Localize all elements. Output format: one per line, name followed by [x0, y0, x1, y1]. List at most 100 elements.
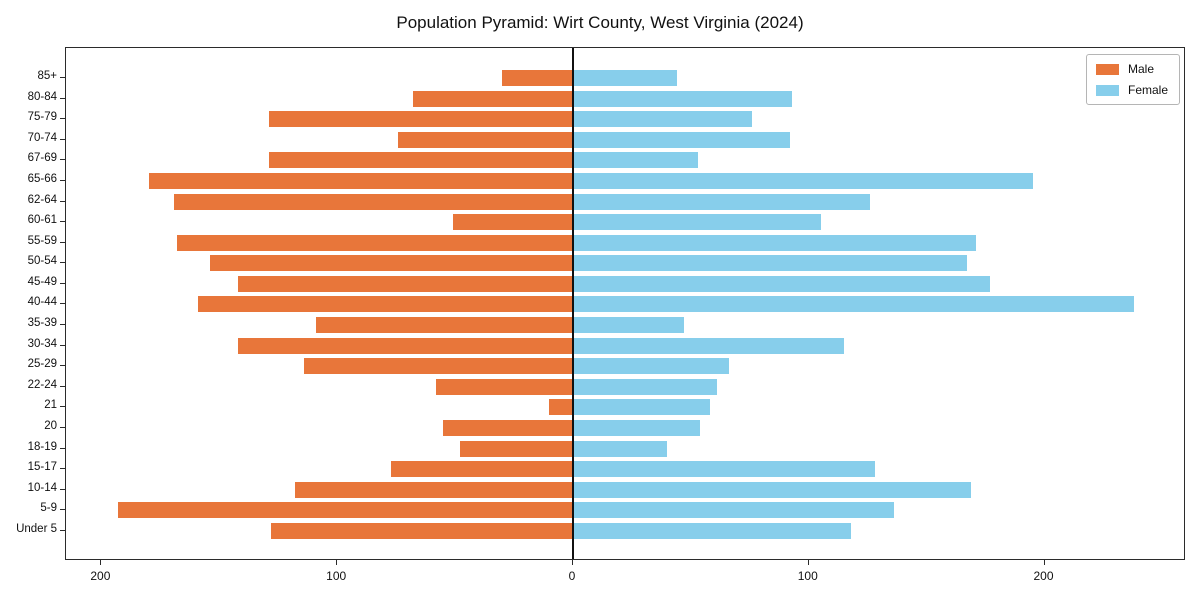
- female-bar: [572, 317, 684, 334]
- y-tick-label: 50-54: [27, 255, 57, 268]
- y-tick-mark: [60, 97, 65, 99]
- x-tick-label: 200: [90, 569, 111, 583]
- female-legend-label: Female: [1127, 83, 1168, 97]
- y-tick-mark: [60, 468, 65, 470]
- y-tick-mark: [60, 303, 65, 305]
- y-tick-label: 18-19: [27, 440, 57, 453]
- y-tick-label: 21: [44, 399, 57, 412]
- female-bar: [572, 296, 1135, 313]
- y-tick-label: 35-39: [27, 317, 57, 330]
- x-tick-label: 100: [326, 569, 347, 583]
- male-bar: [398, 131, 573, 148]
- y-tick-mark: [60, 509, 65, 511]
- female-bar: [572, 214, 821, 231]
- female-bar: [572, 131, 790, 148]
- y-tick-label: 55-59: [27, 234, 57, 247]
- y-tick-mark: [60, 262, 65, 264]
- y-tick-mark: [60, 447, 65, 449]
- female-bar: [572, 399, 710, 416]
- male-bar: [209, 255, 573, 272]
- y-tick-mark: [60, 77, 65, 78]
- y-tick-mark: [60, 138, 65, 140]
- y-tick-mark: [60, 221, 65, 223]
- male-bar: [502, 70, 573, 86]
- male-bar: [198, 296, 573, 313]
- x-tick-mark: [100, 560, 102, 565]
- y-tick-label: 67-69: [27, 152, 57, 165]
- y-tick-label: 30-34: [27, 337, 57, 350]
- y-tick-mark: [60, 427, 65, 429]
- male-bar: [117, 502, 573, 519]
- x-tick-mark: [571, 560, 573, 565]
- male-bar: [412, 90, 573, 107]
- male-bar: [174, 193, 573, 210]
- y-tick-mark: [60, 200, 65, 202]
- legend: Male Female: [1085, 54, 1180, 105]
- male-bar: [452, 214, 573, 231]
- male-bar: [304, 358, 573, 375]
- x-tick-mark: [807, 560, 809, 565]
- y-tick-label: 22-24: [27, 378, 57, 391]
- y-tick-label: 15-17: [27, 461, 57, 474]
- male-bar: [271, 522, 573, 539]
- x-tick-label: 100: [797, 569, 818, 583]
- zero-axis-line: [572, 48, 574, 559]
- y-tick-label: 75-79: [27, 111, 57, 124]
- male-bar: [549, 399, 573, 416]
- female-legend-swatch: [1095, 84, 1119, 96]
- female-bar: [572, 275, 991, 292]
- y-tick-label: 45-49: [27, 275, 57, 288]
- male-legend-label: Male: [1127, 62, 1154, 76]
- y-tick-mark: [60, 159, 65, 161]
- male-bar: [315, 317, 573, 334]
- chart-title: Population Pyramid: Wirt County, West Vi…: [396, 13, 804, 32]
- y-tick-mark: [60, 118, 65, 120]
- y-tick-label: 70-74: [27, 131, 57, 144]
- y-tick-mark: [60, 365, 65, 367]
- male-legend-swatch: [1095, 63, 1119, 75]
- male-bar: [268, 152, 573, 169]
- y-tick-label: 80-84: [27, 90, 57, 103]
- male-bar: [176, 234, 573, 251]
- male-bar: [238, 337, 573, 354]
- y-tick-label: Under 5: [16, 522, 57, 535]
- y-tick-label: 65-66: [27, 172, 57, 185]
- x-tick-mark: [336, 560, 338, 565]
- female-bar: [572, 440, 668, 457]
- y-tick-mark: [60, 324, 65, 326]
- y-tick-label: 60-61: [27, 214, 57, 227]
- x-tick-label: 0: [568, 569, 576, 583]
- legend-item-male: Male: [1095, 62, 1168, 76]
- male-bar: [459, 440, 573, 457]
- y-tick-label: 25-29: [27, 358, 57, 371]
- female-bar: [572, 378, 717, 395]
- y-tick-mark: [60, 179, 65, 181]
- y-tick-mark: [60, 406, 65, 408]
- male-bar: [238, 275, 573, 292]
- y-tick-mark: [60, 241, 65, 243]
- male-bar: [443, 420, 573, 437]
- y-tick-mark: [60, 488, 65, 490]
- x-tick-mark: [1043, 560, 1045, 565]
- female-bar: [572, 337, 845, 354]
- female-bar: [572, 70, 677, 86]
- female-bar: [572, 502, 894, 519]
- male-bar: [391, 461, 573, 478]
- plot-area: Male Female: [65, 47, 1185, 560]
- male-bar: [268, 111, 573, 128]
- male-bar: [148, 172, 573, 189]
- y-tick-label: 40-44: [27, 296, 57, 309]
- y-tick-label: 10-14: [27, 481, 57, 494]
- female-bar: [572, 481, 972, 498]
- female-bar: [572, 90, 793, 107]
- female-bar: [572, 358, 729, 375]
- y-tick-label: 85+: [37, 70, 57, 82]
- y-tick-label: 62-64: [27, 193, 57, 206]
- y-tick-mark: [60, 344, 65, 346]
- y-tick-mark: [60, 282, 65, 284]
- female-bar: [572, 111, 753, 128]
- female-bar: [572, 234, 977, 251]
- female-bar: [572, 420, 701, 437]
- y-tick-label: 20: [44, 420, 57, 433]
